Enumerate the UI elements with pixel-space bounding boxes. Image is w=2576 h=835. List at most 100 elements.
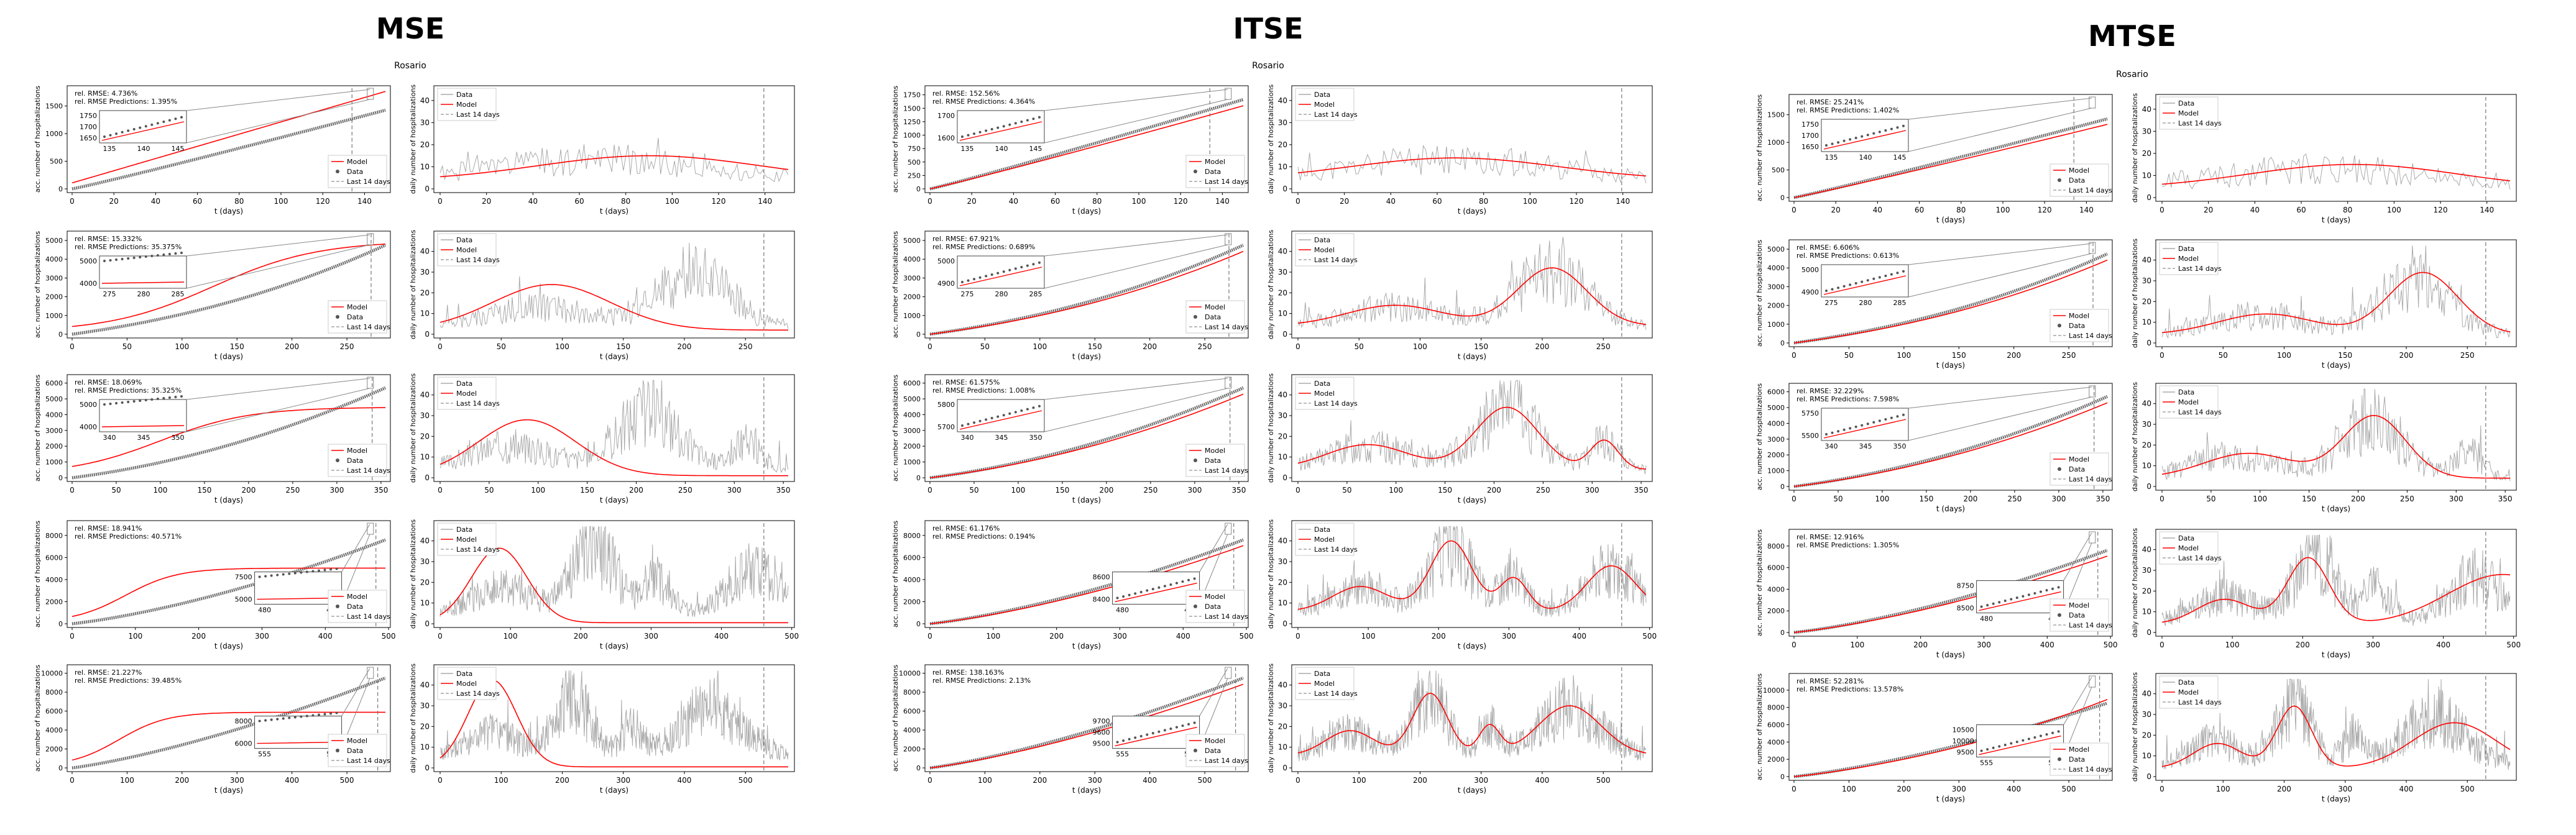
y-tick-label: 8000	[45, 688, 63, 696]
inset-data-point	[288, 572, 291, 575]
inset-y-tick-label: 5000	[1801, 266, 1819, 274]
x-tick-label: 100	[120, 776, 134, 785]
rmse-text: rel. RMSE: 4.736%	[75, 89, 137, 98]
x-tick-label: 150	[1952, 351, 1966, 360]
legend-model-label: Model	[2178, 255, 2199, 263]
y-tick-label: 30	[420, 411, 430, 420]
inset-y-tick-label: 10500	[1953, 726, 1974, 734]
x-tick-label: 100	[665, 197, 679, 206]
y-axis-label: daily number of hospitalizations	[2131, 672, 2139, 782]
rmse-predictions-text: rel. RMSE Predictions: 1.395%	[75, 98, 177, 106]
x-tick-label: 400	[1143, 776, 1157, 785]
inset-model-line	[1115, 582, 1197, 603]
inset-data-point	[293, 716, 297, 719]
rmse-predictions-text: rel. RMSE Predictions: 1.008%	[932, 386, 1035, 395]
inset-data-point	[127, 129, 130, 132]
y-tick-label: 40	[1278, 391, 1287, 399]
inset-data-point	[2027, 593, 2030, 596]
inset-y-tick-label: 1600	[937, 134, 955, 142]
y-tick-label: 40	[420, 681, 430, 690]
legend: Model Data Last 14 days	[1185, 734, 1248, 767]
y-tick-label: 5000	[903, 395, 921, 403]
daily-data-series	[1297, 380, 1647, 475]
y-tick-label: 1000	[45, 459, 63, 467]
x-tick-label: 400	[285, 776, 299, 785]
inset-data-point	[282, 573, 285, 576]
x-tick-label: 100	[1850, 641, 1864, 649]
inset-y-tick-label: 1650	[80, 134, 97, 142]
model-series	[71, 91, 386, 184]
y-tick-label: 0	[1282, 619, 1287, 628]
zoom-inset: 275 280 285 5000 4900	[937, 233, 1232, 298]
inset-data-point	[311, 714, 315, 717]
y-tick-label: 40	[2142, 545, 2151, 554]
inset-x-tick-label: 275	[103, 290, 116, 298]
daily-data-series	[1297, 525, 1647, 617]
legend-model-label: Model	[2069, 312, 2089, 320]
inset-connector	[1908, 253, 2092, 298]
inset-y-tick-label: 1700	[937, 112, 955, 120]
y-axis-label: acc. number of hospitalizations	[34, 665, 42, 772]
rmse-text: rel. RMSE: 25.241%	[1796, 98, 1864, 106]
inset-x-tick-label: 275	[961, 290, 974, 298]
inset-data-point	[288, 716, 291, 719]
inset-data-point	[258, 719, 261, 723]
x-tick-label: 80	[234, 197, 244, 206]
y-axis-label: daily number of hospitalizations	[2131, 382, 2139, 492]
y-tick-label: 4000	[45, 576, 63, 584]
rmse-predictions-text: rel. RMSE Predictions: 40.571%	[75, 532, 182, 541]
daily-model-series	[2161, 705, 2511, 767]
y-tick-label: 8000	[903, 532, 921, 540]
inset-connector	[1908, 98, 2092, 120]
inset-connector	[186, 378, 370, 400]
y-tick-label: 2000	[45, 746, 63, 754]
x-tick-label: 150	[2338, 351, 2352, 360]
legend-last14-label: Last 14 days	[347, 757, 390, 765]
inset-data-point	[978, 419, 982, 422]
inset-data-point	[132, 128, 136, 130]
x-tick-label: 50	[969, 486, 978, 495]
x-tick-label: 200	[2277, 785, 2291, 793]
legend-model-label: Model	[1314, 246, 1335, 254]
inset-data-point	[2015, 741, 2018, 744]
y-tick-label: 6000	[903, 380, 921, 388]
x-tick-label: 500	[738, 776, 753, 785]
legend-model-label: Model	[2178, 109, 2199, 117]
x-tick-label: 50	[1342, 486, 1351, 495]
inset-data-point	[1157, 586, 1161, 589]
x-tick-label: 250	[285, 486, 300, 495]
inset-source-box	[367, 667, 374, 679]
inset-x-tick-label: 350	[1029, 434, 1042, 442]
x-axis-label: t (days)	[1936, 795, 1965, 803]
y-axis-label: acc. number of hospitalizations	[1755, 529, 1764, 637]
x-tick-label: 0	[2160, 495, 2164, 503]
daily-model-series	[2161, 271, 2511, 334]
inset-data-point	[1980, 749, 1983, 752]
zoom-inset: 340 345 350 5800 5700	[937, 376, 1232, 442]
x-tick-label: 150	[1088, 342, 1102, 351]
rmse-text: rel. RMSE: 61.575%	[932, 378, 1000, 386]
inset-data-point	[115, 132, 118, 135]
legend-frame	[437, 233, 497, 267]
daily-panel: 0 100 200 300 400 500 0 10 20 30 40 t (days) daily n…	[1267, 519, 1657, 650]
inset-data-point	[127, 257, 130, 260]
legend: Model Data Last 14 days	[1185, 300, 1248, 334]
y-tick-label: 6000	[1767, 388, 1785, 396]
model-series	[1793, 555, 2108, 633]
inset-data-point	[1014, 122, 1017, 125]
inset-data-point	[1175, 582, 1178, 585]
legend-data-label: Data	[1205, 603, 1221, 611]
x-tick-label: 300	[255, 632, 269, 641]
inset-x-tick-label: 135	[103, 145, 116, 153]
x-tick-label: 100	[2216, 785, 2230, 793]
y-axis-label: acc. number of hospitalizations	[34, 375, 42, 482]
y-tick-label: 40	[1278, 537, 1287, 545]
daily-panel: 0 50 100 150 200 250 0 10 20 30 40 t (days) daily nu…	[1267, 230, 1653, 361]
rmse-predictions-text: rel. RMSE Predictions: 39.485%	[75, 677, 182, 685]
inset-x-tick-label: 555	[1980, 759, 1993, 767]
rmse-text: rel. RMSE: 138.163%	[932, 668, 1004, 677]
y-tick-label: 1000	[1767, 139, 1785, 147]
legend: Model Data Last 14 days	[328, 734, 390, 767]
legend-data-label: Data	[2069, 465, 2085, 473]
x-tick-label: 100	[2277, 351, 2291, 360]
